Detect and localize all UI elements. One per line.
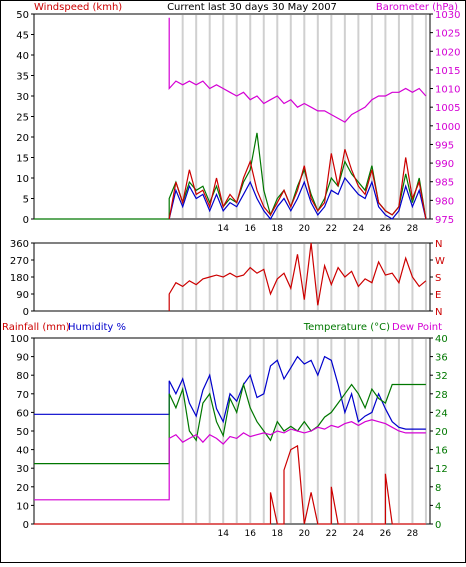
left-tick-label: 30 bbox=[16, 92, 29, 103]
left-tick-label: 90 bbox=[16, 290, 29, 301]
left-tick-label: 0 bbox=[23, 215, 29, 226]
left-tick-label: 20 bbox=[16, 133, 29, 144]
plot-area bbox=[33, 337, 431, 525]
x-tick-label: 16 bbox=[245, 224, 257, 234]
x-tick-label: 26 bbox=[380, 529, 392, 539]
right-tick-label: 1005 bbox=[435, 103, 460, 114]
right-tick-label: 24 bbox=[435, 408, 448, 419]
x-tick-label: 20 bbox=[299, 529, 311, 539]
plot-area bbox=[33, 242, 431, 312]
x-tick-label: 24 bbox=[353, 224, 365, 234]
right-tick-label: 0 bbox=[435, 520, 441, 531]
right-tick-label: E bbox=[435, 290, 441, 301]
right-tick-label: 12 bbox=[435, 464, 448, 475]
x-tick-label: 20 bbox=[299, 224, 311, 234]
x-tick-label: 14 bbox=[217, 529, 229, 539]
right-tick-label: 975 bbox=[435, 215, 454, 226]
right-tick-label: 980 bbox=[435, 196, 454, 207]
left-tick-label: 40 bbox=[16, 51, 29, 62]
right-tick-label: S bbox=[435, 273, 441, 284]
left-tick-label: 30 bbox=[16, 464, 29, 475]
x-tick-label: 14 bbox=[217, 224, 229, 234]
rainfall-axis-label: Rainfall (mm) bbox=[2, 322, 70, 333]
left-tick-label: 20 bbox=[16, 483, 29, 494]
left-tick-label: 15 bbox=[16, 154, 29, 165]
right-tick-label: 36 bbox=[435, 353, 448, 364]
left-tick-label: 0 bbox=[23, 520, 29, 531]
right-tick-label: 995 bbox=[435, 140, 454, 151]
series-line-dew_point bbox=[34, 419, 426, 501]
x-tick-label: 28 bbox=[407, 529, 419, 539]
right-tick-label: W bbox=[435, 256, 445, 267]
left-tick-label: 100 bbox=[10, 334, 29, 345]
x-tick-label: 28 bbox=[407, 224, 419, 234]
left-tick-label: 50 bbox=[16, 10, 29, 21]
left-tick-label: 10 bbox=[16, 174, 29, 185]
series-line-humidity bbox=[34, 355, 426, 430]
x-tick-label: 24 bbox=[353, 529, 365, 539]
left-tick-label: 60 bbox=[16, 408, 29, 419]
left-tick-label: 80 bbox=[16, 371, 29, 382]
left-tick-label: 360 bbox=[10, 239, 29, 250]
series-line-direction bbox=[168, 242, 427, 311]
left-tick-label: 90 bbox=[16, 353, 29, 364]
series-line-wind-blue bbox=[168, 176, 427, 221]
plot-area bbox=[33, 13, 431, 220]
series-line-barometer bbox=[168, 17, 427, 123]
series-line-wind-red bbox=[168, 149, 427, 220]
x-tick-label: 18 bbox=[272, 224, 284, 234]
right-tick-label: 1025 bbox=[435, 29, 460, 40]
left-tick-label: 180 bbox=[10, 273, 29, 284]
right-tick-label: 1010 bbox=[435, 85, 460, 96]
x-tick-label: 22 bbox=[326, 224, 337, 234]
rain-humidity-temperature-panel: Rainfall (mm)Humidity % Temperature (°C) D… bbox=[2, 322, 448, 539]
left-tick-label: 40 bbox=[16, 446, 29, 457]
left-tick-label: 25 bbox=[16, 113, 29, 124]
left-tick-label: 35 bbox=[16, 72, 29, 83]
right-tick-label: 1020 bbox=[435, 47, 460, 58]
humidity-axis-label: Humidity % bbox=[68, 322, 126, 333]
x-tick-label: 18 bbox=[272, 529, 284, 539]
left-tick-label: 0 bbox=[23, 307, 29, 318]
right-tick-label: 1015 bbox=[435, 66, 460, 77]
right-tick-label: 40 bbox=[435, 334, 448, 345]
right-tick-label: 4 bbox=[435, 501, 441, 512]
x-tick-label: 16 bbox=[245, 529, 257, 539]
windspeed-header-label: Windspeed (kmh) bbox=[34, 2, 122, 13]
right-tick-label: 32 bbox=[435, 371, 448, 382]
right-tick-label: N bbox=[435, 307, 442, 318]
dewpoint-axis-label: Dew Point bbox=[392, 322, 442, 333]
right-tick-label: 20 bbox=[435, 427, 448, 438]
barometer-header-label: Barometer (hPa) bbox=[376, 2, 458, 13]
right-tick-label: 990 bbox=[435, 159, 454, 170]
left-tick-label: 10 bbox=[16, 501, 29, 512]
wind-barometer-panel: 0510152025303540455097598098599099510001… bbox=[16, 10, 460, 234]
x-tick-label: 22 bbox=[326, 529, 337, 539]
left-tick-label: 70 bbox=[16, 390, 29, 401]
right-tick-label: 1000 bbox=[435, 122, 460, 133]
x-tick-label: 26 bbox=[380, 224, 392, 234]
temperature-axis-label: Temperature (°C) bbox=[303, 322, 390, 333]
left-tick-label: 50 bbox=[16, 427, 29, 438]
right-tick-label: 16 bbox=[435, 446, 448, 457]
right-tick-label: 28 bbox=[435, 390, 448, 401]
right-tick-label: 1030 bbox=[435, 10, 460, 21]
right-tick-label: 8 bbox=[435, 483, 441, 494]
left-tick-label: 5 bbox=[23, 195, 29, 206]
right-tick-label: 985 bbox=[435, 178, 454, 189]
left-tick-label: 270 bbox=[10, 256, 29, 267]
series-line-temperature bbox=[34, 382, 426, 465]
left-tick-label: 45 bbox=[16, 31, 29, 42]
chart-title: Current last 30 days 30 May 2007 bbox=[167, 2, 337, 13]
series-line-rainfall bbox=[34, 444, 426, 525]
right-tick-label: N bbox=[435, 239, 442, 250]
